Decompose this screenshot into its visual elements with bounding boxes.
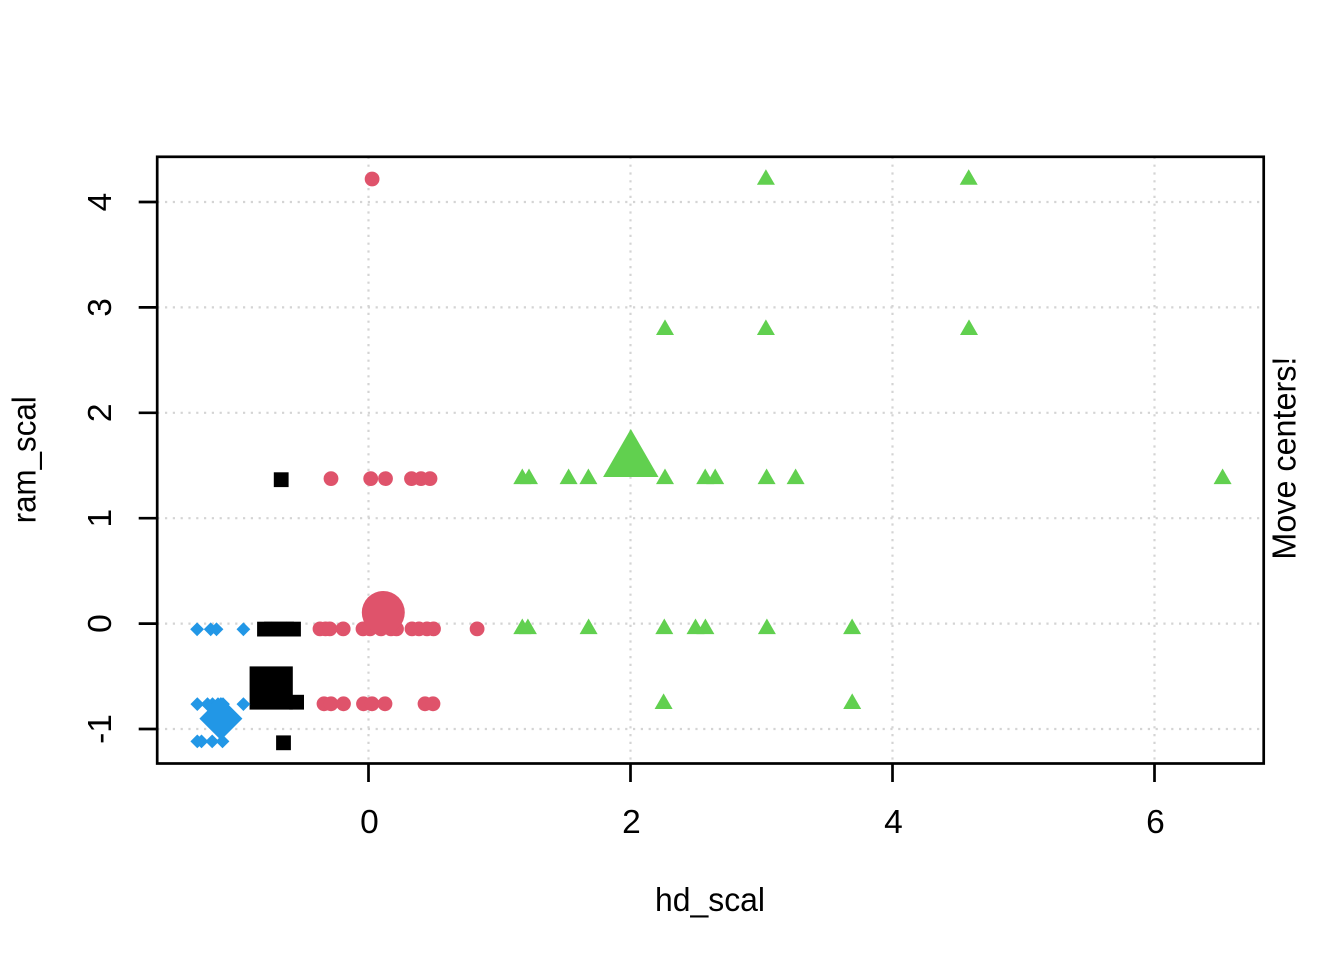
svg-text:6: 6 (1146, 804, 1165, 841)
svg-text:hd_scal: hd_scal (655, 881, 765, 918)
svg-text:Move centers!: Move centers! (1265, 357, 1302, 560)
svg-text:0: 0 (360, 804, 379, 841)
svg-text:0: 0 (82, 614, 119, 633)
svg-text:4: 4 (82, 193, 119, 212)
svg-text:1: 1 (82, 509, 119, 528)
svg-text:ram_scal: ram_scal (5, 396, 42, 523)
svg-text:4: 4 (884, 804, 903, 841)
svg-text:2: 2 (82, 403, 119, 422)
svg-text:-1: -1 (82, 714, 119, 744)
svg-text:2: 2 (622, 804, 641, 841)
svg-text:3: 3 (82, 298, 119, 317)
